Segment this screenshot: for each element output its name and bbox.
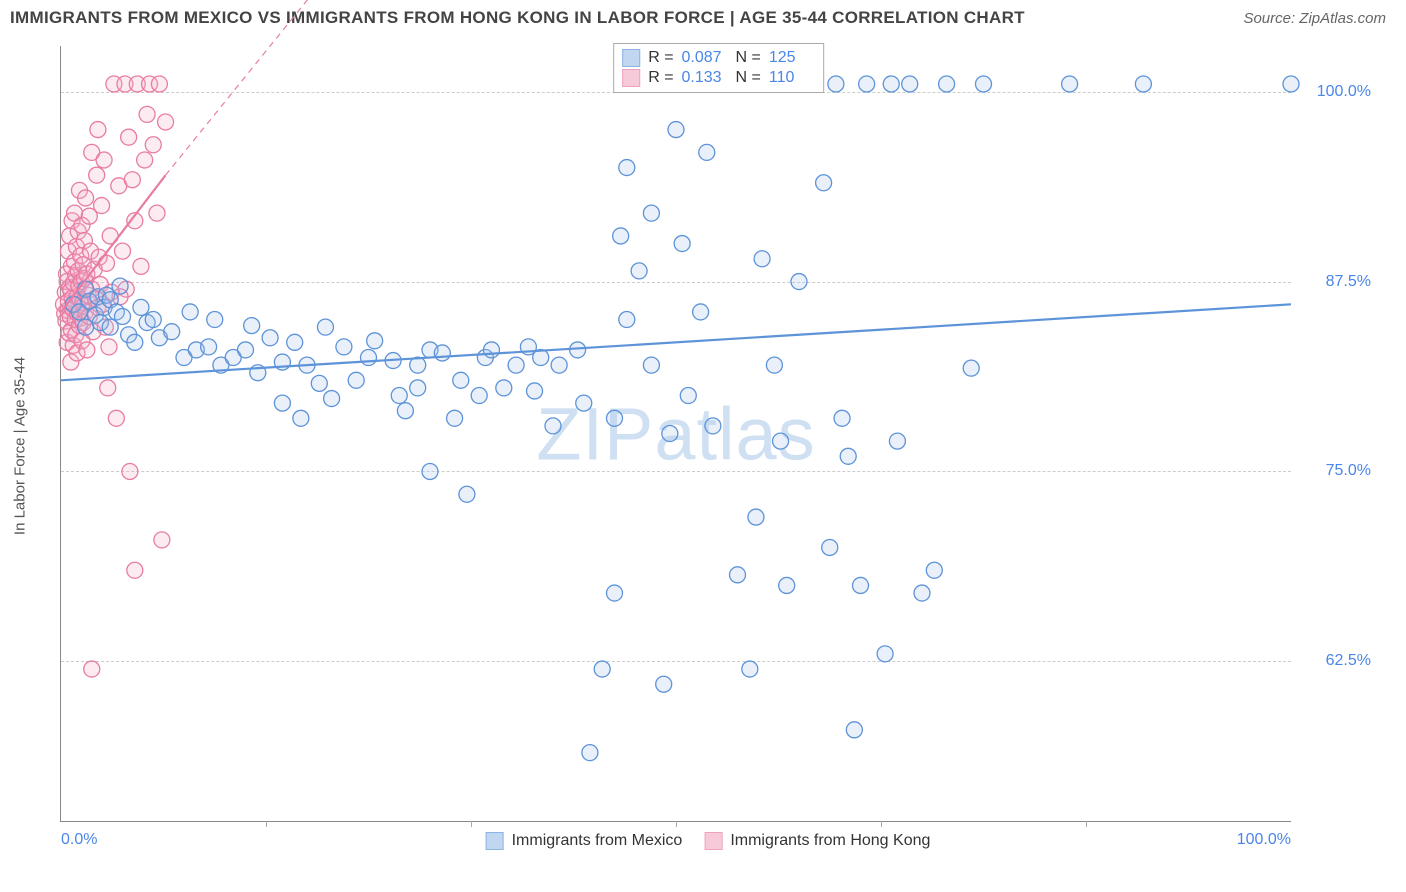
x-tick-minor bbox=[471, 821, 472, 827]
r-value: 0.087 bbox=[682, 49, 728, 67]
legend-swatch bbox=[622, 49, 640, 67]
legend-swatch bbox=[486, 832, 504, 850]
chart-title: IMMIGRANTS FROM MEXICO VS IMMIGRANTS FRO… bbox=[10, 8, 1025, 28]
chart-source: Source: ZipAtlas.com bbox=[1243, 10, 1386, 27]
legend-series-item: Immigrants from Mexico bbox=[486, 832, 683, 850]
y-tick-label: 62.5% bbox=[1301, 652, 1371, 670]
r-label: R = bbox=[648, 69, 673, 87]
y-axis-label: In Labor Force | Age 35-44 bbox=[12, 357, 29, 535]
legend-correlation: R = 0.087 N = 125 R = 0.133 N = 110 bbox=[613, 43, 824, 93]
n-value: 110 bbox=[769, 69, 815, 87]
n-value: 125 bbox=[769, 49, 815, 67]
legend-swatch bbox=[704, 832, 722, 850]
chart-container: In Labor Force | Age 35-44 ZIPatlas 62.5… bbox=[30, 40, 1386, 852]
y-tick-label: 100.0% bbox=[1301, 83, 1371, 101]
y-tick-label: 87.5% bbox=[1301, 273, 1371, 291]
x-tick-label: 0.0% bbox=[61, 831, 97, 849]
legend-series: Immigrants from Mexico Immigrants from Ho… bbox=[486, 832, 931, 850]
x-tick-minor bbox=[1086, 821, 1087, 827]
n-label: N = bbox=[736, 49, 761, 67]
plot-area: ZIPatlas 62.5%75.0%87.5%100.0%0.0%100.0% bbox=[60, 46, 1291, 822]
r-label: R = bbox=[648, 49, 673, 67]
chart-header: IMMIGRANTS FROM MEXICO VS IMMIGRANTS FRO… bbox=[0, 0, 1406, 32]
legend-series-label: Immigrants from Mexico bbox=[512, 832, 683, 850]
n-label: N = bbox=[736, 69, 761, 87]
legend-correlation-row: R = 0.087 N = 125 bbox=[622, 48, 815, 68]
legend-series-label: Immigrants from Hong Kong bbox=[730, 832, 930, 850]
x-tick-minor bbox=[881, 821, 882, 827]
x-tick-minor bbox=[676, 821, 677, 827]
legend-swatch bbox=[622, 69, 640, 87]
legend-correlation-row: R = 0.133 N = 110 bbox=[622, 68, 815, 88]
plot-svg bbox=[61, 46, 1291, 821]
r-value: 0.133 bbox=[682, 69, 728, 87]
x-tick-label: 100.0% bbox=[1237, 831, 1291, 849]
legend-series-item: Immigrants from Hong Kong bbox=[704, 832, 930, 850]
y-tick-label: 75.0% bbox=[1301, 462, 1371, 480]
x-tick-minor bbox=[266, 821, 267, 827]
